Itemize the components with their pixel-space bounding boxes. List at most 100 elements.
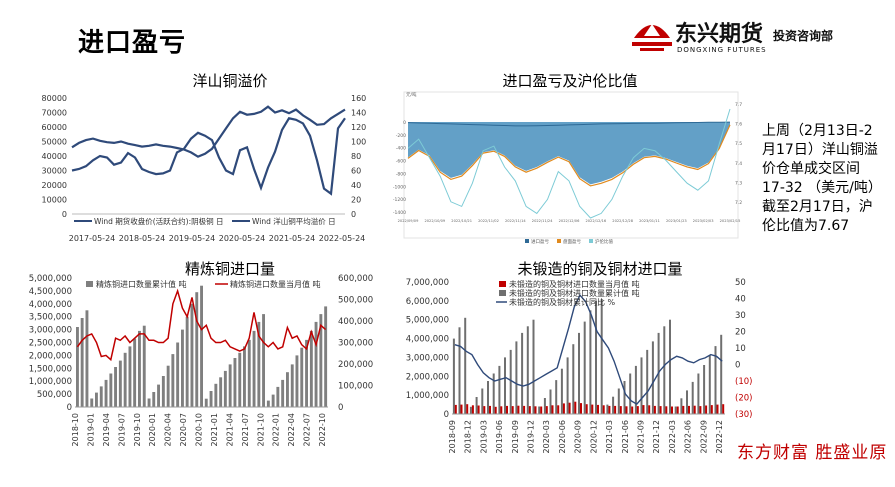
bar-cumulative	[481, 388, 484, 414]
y-right-tick-label: (10)	[735, 377, 752, 387]
bar-monthly	[574, 401, 577, 414]
bar-cumulative	[286, 372, 289, 407]
x-tick-label: 2018-09	[448, 420, 457, 453]
x-tick-label: 2023/01/11	[639, 219, 660, 223]
chart-title-refined-copper: 精炼铜进口量	[184, 260, 275, 278]
y-right-tick-label: 100	[351, 138, 366, 147]
bar-monthly	[648, 405, 651, 414]
chart-import-profit: 元/吨 0 -200 -400 -600 -800 -1000 -1200 -1400 7.7 7.…	[393, 91, 742, 245]
legend-swatch	[589, 239, 593, 243]
series-line-yoy	[454, 293, 723, 405]
y-right-tick-label: 100,000	[338, 382, 373, 392]
y-left-tick-label: 7,000,000	[406, 278, 449, 288]
y-right-tick-label: 7.5	[735, 141, 742, 147]
bar-cumulative	[85, 310, 89, 408]
x-tick-label: 2020-05-24	[219, 234, 266, 243]
bar-cumulative	[271, 394, 275, 407]
bar-cumulative	[133, 338, 137, 407]
x-tick-label: 2020-03	[542, 420, 551, 453]
y-right-tick-label: 400,000	[338, 317, 373, 327]
y-left-unit: 元/吨	[406, 91, 417, 98]
bar-monthly	[671, 406, 673, 414]
x-tick-label: 2021-10	[256, 413, 265, 446]
x-tick-label: 2022-01	[272, 413, 281, 446]
legend-label: 未锻造的铜及铜材累计同比 %	[509, 297, 616, 307]
bar-cumulative	[243, 346, 246, 407]
y-left-tick-label: 5,000,000	[406, 316, 449, 326]
bar-cumulative	[612, 396, 615, 414]
bar-cumulative	[691, 381, 694, 414]
bar-cumulative	[572, 344, 575, 414]
bar-monthly	[710, 405, 713, 414]
bar-cumulative	[680, 398, 683, 414]
logo-text-cn: 东兴期货	[675, 22, 764, 47]
bar-monthly	[534, 406, 537, 414]
bar-monthly	[602, 405, 605, 414]
y-right-tick-label: 80	[351, 152, 361, 161]
bar-cumulative	[549, 389, 552, 414]
y-left-tick-label: 80000	[42, 94, 67, 103]
x-tick-label: 2018-05-24	[119, 234, 166, 243]
bar-cumulative	[504, 357, 506, 414]
company-logo: 东兴期货 DONGXING FUTURES 投资咨询部	[630, 14, 870, 62]
y-left-tick-label: 4,000,000	[29, 300, 72, 310]
x-tick-label: 2019-03	[479, 420, 488, 453]
series-line-futures	[71, 105, 346, 158]
x-tick-label: 2022/10/09	[424, 219, 445, 223]
bar-cumulative	[104, 379, 108, 407]
bar-cumulative	[521, 332, 524, 414]
x-tick-label: 2022-05-24	[319, 234, 366, 243]
area-import-profit	[408, 122, 730, 185]
y-right-tick-label: 60	[351, 167, 361, 176]
bar-cumulative	[142, 325, 146, 407]
bar-monthly	[608, 405, 611, 414]
bar-cumulative	[281, 379, 285, 407]
x-tick-label: 2022-04	[287, 413, 296, 446]
y-right-tick-label: 10	[735, 344, 746, 354]
bar-cumulative	[290, 364, 294, 407]
x-tick-label: 2021-07	[241, 413, 250, 446]
legend-label: 精炼铜进口数量当月值 吨	[230, 279, 321, 289]
logo-text-en: DONGXING FUTURES	[677, 46, 767, 54]
x-tick-label: 2019-07	[117, 413, 126, 446]
bar-monthly	[511, 406, 514, 414]
bar-monthly	[636, 406, 639, 414]
x-tick-label: 2021-06	[621, 420, 630, 453]
bar-monthly	[631, 406, 634, 414]
bar-cumulative	[295, 355, 299, 407]
x-tick-label: 2021-05-24	[269, 234, 316, 243]
x-tick-label: 2019-05-24	[169, 234, 216, 243]
legend-swatch	[499, 290, 506, 296]
y-right-tick-label: 0	[735, 361, 740, 371]
y-left-tick-label: -600	[396, 159, 406, 165]
x-tick-label: 2022-06	[684, 420, 693, 453]
x-tick-label: 2022/11/02	[478, 219, 499, 223]
bar-monthly	[591, 404, 594, 414]
bar-monthly	[693, 405, 696, 414]
bar-cumulative	[566, 357, 569, 414]
y-right-tick-label: 0	[338, 403, 343, 413]
chart-yangshan: 0 10000 20000 30000 40000 50000 60000 70000 8000…	[42, 94, 367, 243]
x-tick-label: 2020-04	[164, 413, 173, 446]
bar-cumulative	[686, 390, 688, 414]
x-tick-label: 2020-07	[179, 413, 188, 446]
chart-title-import-profit: 进口盈亏及沪伦比值	[502, 72, 638, 90]
legend-swatch	[557, 239, 561, 243]
bar-monthly	[665, 406, 668, 414]
x-tick-label: 2019-06	[495, 420, 504, 453]
legend-label: 未锻造的铜及铜材进口数量当月值 吨	[509, 279, 640, 289]
x-tick-label: 2019-04	[102, 413, 111, 446]
bar-cumulative	[76, 327, 79, 407]
x-tick-label: 2020-12	[589, 420, 598, 453]
bar-cumulative	[487, 381, 489, 414]
y-left-tick-label: -400	[396, 146, 406, 152]
y-right-tick-label: 600,000	[338, 274, 373, 284]
series-line-import-profit	[407, 121, 731, 127]
bar-cumulative	[543, 398, 546, 414]
x-tick-label: 2022/12/16	[585, 219, 606, 223]
bar-monthly	[676, 406, 679, 414]
bar-cumulative	[247, 339, 251, 407]
bar-monthly	[454, 404, 457, 414]
bar-monthly	[545, 406, 548, 414]
bar-cumulative	[305, 339, 308, 407]
